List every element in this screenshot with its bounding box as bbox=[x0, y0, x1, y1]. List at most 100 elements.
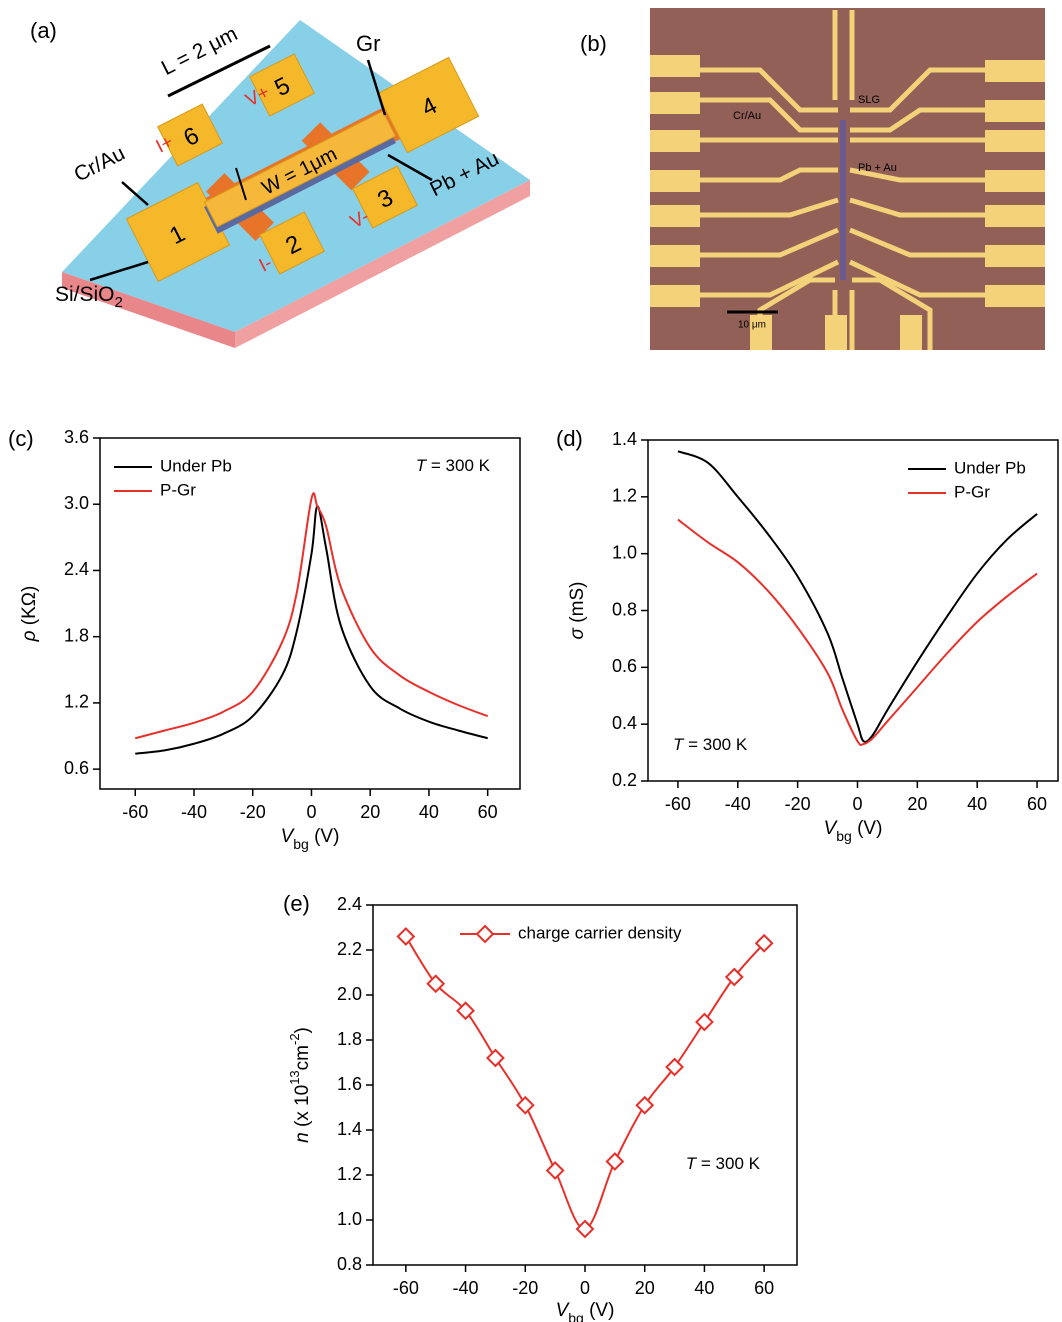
data-point bbox=[695, 1012, 714, 1032]
legend-label: charge carrier density bbox=[518, 923, 682, 942]
legend-label: Under Pb bbox=[954, 458, 1026, 477]
y-tick-label: 0.8 bbox=[612, 599, 637, 619]
pad bbox=[249, 53, 315, 117]
label-part: bg bbox=[568, 1310, 584, 1322]
annotation: T = 300 K bbox=[673, 735, 748, 754]
label-part: T bbox=[673, 735, 685, 754]
label-part: V bbox=[281, 826, 296, 847]
data-point bbox=[724, 967, 744, 987]
micrograph: (b) Cr/Au bbox=[580, 8, 1045, 350]
pads: 1 2 3 4 5 6 bbox=[125, 53, 480, 283]
label: Cr/Au bbox=[733, 110, 761, 122]
label-part: = 300 K bbox=[426, 456, 490, 475]
pad bbox=[376, 56, 480, 154]
data-point bbox=[575, 1219, 595, 1239]
x-tick-label: -20 bbox=[512, 1278, 538, 1298]
substrate-side bbox=[235, 180, 530, 348]
label-part: = 300 K bbox=[696, 1154, 760, 1173]
y-tick-label: 2.4 bbox=[337, 894, 362, 914]
label-part: (V) bbox=[584, 1300, 615, 1321]
y-tick-label: 1.4 bbox=[612, 429, 637, 449]
data-point bbox=[396, 927, 416, 946]
y-tick-label: 1.8 bbox=[337, 1029, 362, 1049]
substrate-side bbox=[62, 272, 235, 348]
series-line bbox=[677, 450, 1038, 743]
label-part: (V) bbox=[309, 826, 340, 847]
label-part: n bbox=[292, 1132, 313, 1143]
pad bbox=[259, 211, 325, 275]
data-point bbox=[754, 933, 774, 953]
arrow bbox=[387, 153, 433, 182]
x-tick-label: 40 bbox=[967, 794, 987, 814]
arrow bbox=[235, 167, 247, 201]
substrate-subscript: 2 bbox=[115, 294, 123, 311]
arrow bbox=[167, 44, 271, 98]
electrodes bbox=[690, 10, 1000, 350]
y-tick-label: 1.0 bbox=[612, 542, 637, 562]
data-point bbox=[456, 1001, 475, 1021]
x-tick-label: 20 bbox=[635, 1278, 655, 1298]
x-tick-label: 20 bbox=[907, 794, 927, 814]
y-tick-label: 2.4 bbox=[64, 559, 89, 579]
pb-strip bbox=[840, 120, 846, 280]
y-tick-label: 2.0 bbox=[337, 984, 362, 1004]
arrow bbox=[366, 59, 387, 116]
data-point bbox=[665, 1057, 684, 1077]
series-line bbox=[134, 492, 489, 740]
data-point bbox=[635, 1095, 655, 1115]
legend-label: Under Pb bbox=[160, 456, 232, 475]
x-tick-label: 20 bbox=[360, 802, 380, 822]
electrode-label: Cr/Au bbox=[70, 142, 128, 187]
series-line bbox=[135, 505, 488, 755]
x-tick-label: -40 bbox=[725, 794, 751, 814]
series-line bbox=[404, 935, 765, 1230]
bond-pads bbox=[650, 55, 1045, 350]
y-tick-label: 3.0 bbox=[64, 493, 89, 513]
y-tick-label: 0.6 bbox=[64, 758, 89, 778]
x-tick-label: -60 bbox=[665, 794, 691, 814]
x-tick-label: -60 bbox=[393, 1278, 419, 1298]
x-tick-label: -40 bbox=[181, 802, 207, 822]
x-tick-label: 60 bbox=[754, 1278, 774, 1298]
label-part: V bbox=[556, 1300, 571, 1321]
x-tick-label: 40 bbox=[419, 802, 439, 822]
label-part: (V) bbox=[852, 818, 883, 839]
label-part: T bbox=[416, 456, 428, 475]
x-tick-label: 40 bbox=[694, 1278, 714, 1298]
x-tick-label: 60 bbox=[478, 802, 498, 822]
x-axis-label: Vbg (V) bbox=[824, 818, 883, 844]
length-label: L = 2 μm bbox=[158, 22, 241, 80]
substrate-text: Si/SiO bbox=[55, 283, 115, 306]
y-tick-label: 1.6 bbox=[337, 1074, 362, 1094]
plot-frame bbox=[372, 904, 798, 1266]
x-tick-label: 0 bbox=[306, 802, 316, 822]
label-part: ρ bbox=[19, 630, 40, 642]
micrograph-labels: Cr/Au SLG Pb + Au bbox=[733, 94, 897, 174]
label-part: cm bbox=[292, 1045, 313, 1070]
data-point bbox=[486, 1048, 505, 1068]
plot-frame bbox=[99, 437, 521, 790]
panel-label: (a) bbox=[30, 18, 57, 43]
x-tick-label: 0 bbox=[852, 794, 862, 814]
y-tick-label: 3.6 bbox=[64, 427, 89, 447]
label-part: (x 10 bbox=[292, 1085, 313, 1133]
y-tick-label: 1.2 bbox=[64, 692, 89, 712]
panel-label: (c) bbox=[8, 426, 34, 451]
pad bbox=[157, 103, 223, 167]
y-tick-label: 0.4 bbox=[612, 713, 637, 733]
label-part: T bbox=[686, 1154, 698, 1173]
x-axis-label: Vbg (V) bbox=[556, 1300, 615, 1322]
label-part: V bbox=[824, 818, 839, 839]
y-tick-label: 1.2 bbox=[612, 486, 637, 506]
label-part: σ bbox=[567, 626, 588, 639]
series-line bbox=[677, 518, 1038, 746]
panel-label: (d) bbox=[556, 426, 583, 451]
label-part: (KΩ) bbox=[19, 586, 40, 631]
label-part: ) bbox=[292, 1027, 313, 1033]
x-tick-label: -60 bbox=[122, 802, 148, 822]
data-point bbox=[605, 1152, 625, 1171]
y-tick-label: 0.6 bbox=[612, 656, 637, 676]
data-point bbox=[545, 1161, 565, 1180]
label-part: (mS) bbox=[567, 582, 588, 628]
